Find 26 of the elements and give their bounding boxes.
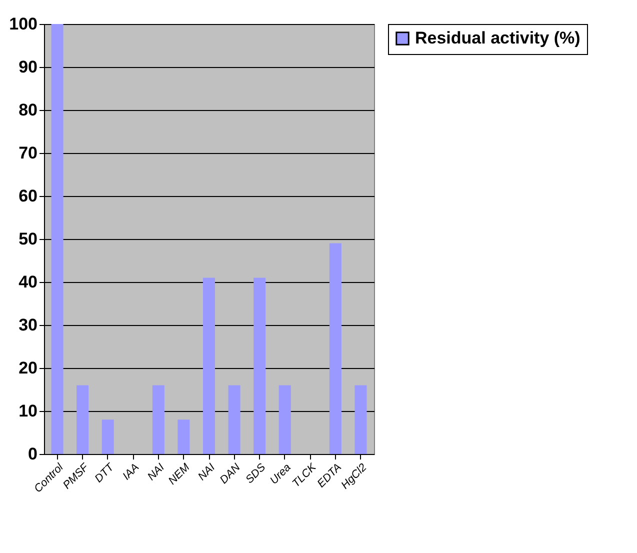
y-tick-label: 90 — [18, 58, 38, 76]
bar — [329, 243, 342, 454]
bar — [76, 385, 89, 454]
bar — [178, 420, 190, 454]
y-tick-label: 70 — [18, 144, 38, 162]
x-tick-label: NAI — [196, 462, 218, 483]
bar — [254, 278, 266, 454]
bar — [152, 385, 164, 454]
y-tick-label: 80 — [18, 100, 38, 120]
bar — [51, 24, 64, 454]
y-tick-label: 50 — [18, 230, 38, 248]
bar — [278, 385, 291, 454]
x-tick-label: NAI — [145, 462, 167, 483]
y-tick-label: 60 — [18, 186, 38, 206]
bar — [203, 278, 215, 454]
x-tick-label: IAA — [120, 462, 142, 483]
legend-label: Residual activity (%) — [415, 28, 580, 48]
y-tick-label: 30 — [18, 316, 38, 334]
y-tick-label: 0 — [28, 444, 38, 464]
bar — [102, 420, 114, 454]
bar — [228, 385, 240, 454]
y-tick-label: 20 — [18, 358, 38, 378]
y-tick-label: 100 — [9, 14, 38, 34]
y-tick-label: 40 — [18, 272, 38, 292]
y-tick-label: 10 — [18, 402, 38, 420]
bar — [354, 385, 367, 454]
